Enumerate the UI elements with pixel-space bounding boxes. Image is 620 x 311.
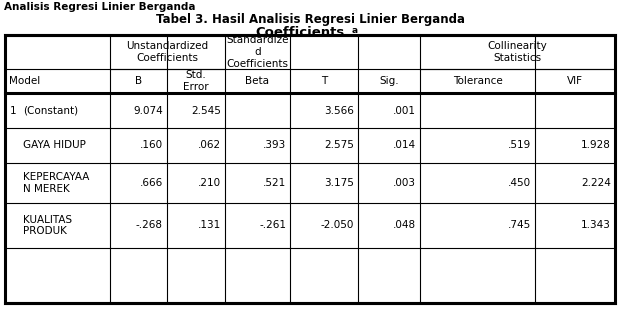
Text: 3.175: 3.175 bbox=[324, 178, 354, 188]
Text: -.261: -.261 bbox=[259, 220, 286, 230]
Text: GAYA HIDUP: GAYA HIDUP bbox=[23, 141, 86, 151]
Text: .003: .003 bbox=[393, 178, 416, 188]
Text: .014: .014 bbox=[393, 141, 416, 151]
Text: .001: .001 bbox=[393, 105, 416, 115]
Text: 9.074: 9.074 bbox=[133, 105, 163, 115]
Text: 2.224: 2.224 bbox=[581, 178, 611, 188]
Text: .666: .666 bbox=[140, 178, 163, 188]
Text: Collinearity
Statistics: Collinearity Statistics bbox=[487, 41, 547, 63]
Text: Model: Model bbox=[9, 76, 40, 86]
Text: .062: .062 bbox=[198, 141, 221, 151]
Text: Tabel 3. Hasil Analisis Regresi Linier Berganda: Tabel 3. Hasil Analisis Regresi Linier B… bbox=[156, 13, 464, 26]
Text: 2.545: 2.545 bbox=[191, 105, 221, 115]
Text: .210: .210 bbox=[198, 178, 221, 188]
Text: (Constant): (Constant) bbox=[23, 105, 78, 115]
Text: Analisis Regresi Linier Berganda: Analisis Regresi Linier Berganda bbox=[4, 2, 195, 12]
Text: Tolerance: Tolerance bbox=[453, 76, 502, 86]
Text: Coefficients: Coefficients bbox=[255, 26, 345, 39]
Text: Sig.: Sig. bbox=[379, 76, 399, 86]
Text: 2.575: 2.575 bbox=[324, 141, 354, 151]
Text: 1: 1 bbox=[10, 105, 17, 115]
Text: T: T bbox=[321, 76, 327, 86]
Text: .131: .131 bbox=[198, 220, 221, 230]
Text: 1.928: 1.928 bbox=[581, 141, 611, 151]
Text: -.268: -.268 bbox=[136, 220, 163, 230]
Text: Unstandardized
Coefficients: Unstandardized Coefficients bbox=[126, 41, 208, 63]
Text: a: a bbox=[352, 26, 358, 35]
Text: .519: .519 bbox=[508, 141, 531, 151]
Text: Std.
Error: Std. Error bbox=[183, 70, 209, 92]
Text: KUALITAS
PRODUK: KUALITAS PRODUK bbox=[23, 215, 72, 236]
Text: 1.343: 1.343 bbox=[581, 220, 611, 230]
Bar bbox=[5, 35, 615, 303]
Text: .048: .048 bbox=[393, 220, 416, 230]
Text: .521: .521 bbox=[263, 178, 286, 188]
Text: .160: .160 bbox=[140, 141, 163, 151]
Text: 3.566: 3.566 bbox=[324, 105, 354, 115]
Text: .393: .393 bbox=[263, 141, 286, 151]
Text: .450: .450 bbox=[508, 178, 531, 188]
Text: Beta: Beta bbox=[246, 76, 270, 86]
Text: -2.050: -2.050 bbox=[321, 220, 354, 230]
Text: KEPERCAYAA
N MEREK: KEPERCAYAA N MEREK bbox=[23, 172, 89, 194]
Text: VIF: VIF bbox=[567, 76, 583, 86]
Text: .745: .745 bbox=[508, 220, 531, 230]
Text: B: B bbox=[135, 76, 142, 86]
Text: Standardize
d
Coefficients: Standardize d Coefficients bbox=[226, 35, 289, 69]
